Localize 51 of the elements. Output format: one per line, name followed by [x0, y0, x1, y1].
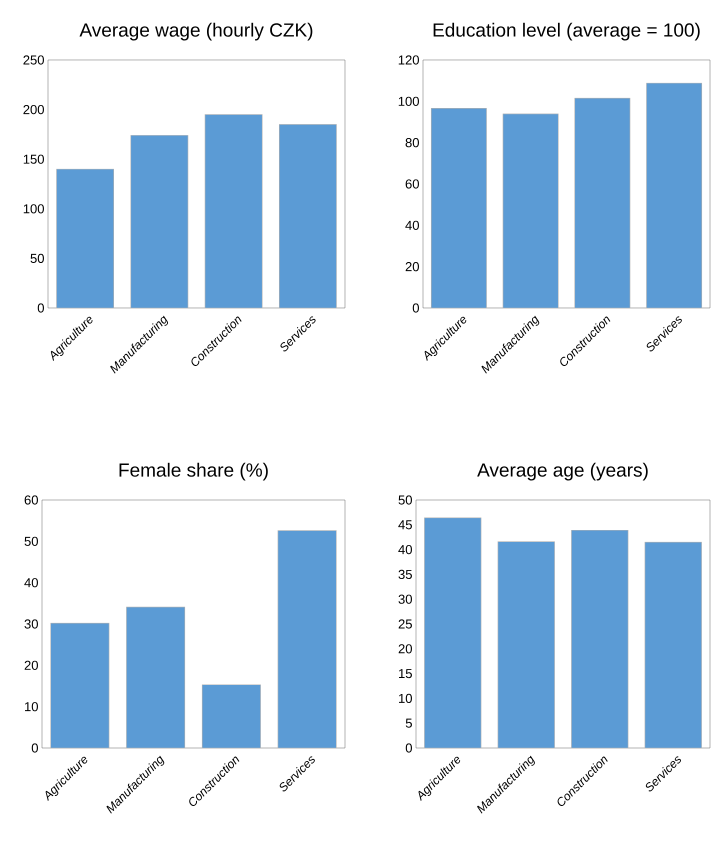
- y-tick-label: 10: [399, 694, 412, 703]
- chart-title: Female share (%): [120, 462, 268, 481]
- bar: [646, 82, 702, 308]
- bar: [50, 623, 110, 748]
- bar: [574, 98, 630, 308]
- y-tick-label: 120: [398, 55, 419, 65]
- chart-title: Average age (years): [477, 462, 648, 480]
- y-tick-label: 250: [23, 55, 44, 65]
- y-tick-label: 10: [25, 702, 38, 712]
- bar: [56, 168, 114, 308]
- y-tick-label: 15: [399, 669, 412, 678]
- bar: [424, 518, 482, 748]
- y-tick-label: 20: [406, 262, 419, 272]
- y-tick-label: 150: [24, 154, 44, 164]
- chart-title: Average wage (hourly CZK): [79, 22, 312, 40]
- y-tick-label: 25: [398, 619, 412, 629]
- y-tick-label: 200: [23, 104, 44, 114]
- y-tick-label: 40: [405, 220, 419, 230]
- y-tick-label: 40: [24, 578, 38, 588]
- bar: [498, 542, 555, 748]
- bar: [644, 542, 702, 748]
- bar: [431, 108, 487, 308]
- y-tick-label: 35: [398, 570, 412, 579]
- bar: [126, 607, 185, 748]
- bar: [130, 135, 188, 308]
- bar: [278, 530, 337, 748]
- bar: [204, 114, 263, 308]
- y-tick-label: 5: [406, 718, 412, 728]
- y-tick-label: 0: [406, 743, 412, 753]
- y-tick-label: 60: [406, 179, 419, 189]
- chart-title: Education level (average = 100): [434, 22, 700, 40]
- y-tick-label: 0: [32, 743, 38, 753]
- y-tick-label: 80: [406, 138, 419, 148]
- y-tick-label: 30: [398, 594, 412, 604]
- y-tick-label: 100: [398, 96, 419, 106]
- y-tick-label: 20: [24, 660, 38, 670]
- y-tick-label: 100: [24, 204, 44, 214]
- bar: [571, 530, 628, 748]
- bar: [278, 124, 337, 308]
- bar: [202, 684, 261, 748]
- bar: [503, 114, 558, 308]
- y-tick-label: 0: [38, 303, 44, 313]
- y-tick-label: 0: [412, 303, 419, 313]
- y-tick-label: 30: [24, 619, 38, 629]
- y-tick-label: 50: [24, 536, 38, 546]
- y-tick-label: 40: [398, 545, 412, 554]
- y-tick-label: 50: [398, 495, 412, 505]
- y-tick-label: 45: [398, 520, 412, 530]
- y-tick-label: 20: [398, 644, 412, 654]
- y-tick-label: 60: [24, 495, 38, 505]
- y-tick-label: 50: [30, 254, 44, 263]
